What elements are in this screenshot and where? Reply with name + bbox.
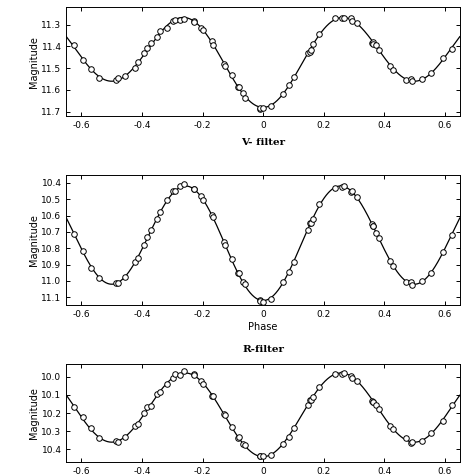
Y-axis label: Magnitude: Magnitude [28,387,38,439]
X-axis label: Phase: Phase [248,322,278,332]
Text: R-filter: R-filter [242,345,284,354]
Y-axis label: Magnitude: Magnitude [28,36,38,88]
Text: V- filter: V- filter [241,138,285,147]
Y-axis label: Magnitude: Magnitude [28,214,38,266]
